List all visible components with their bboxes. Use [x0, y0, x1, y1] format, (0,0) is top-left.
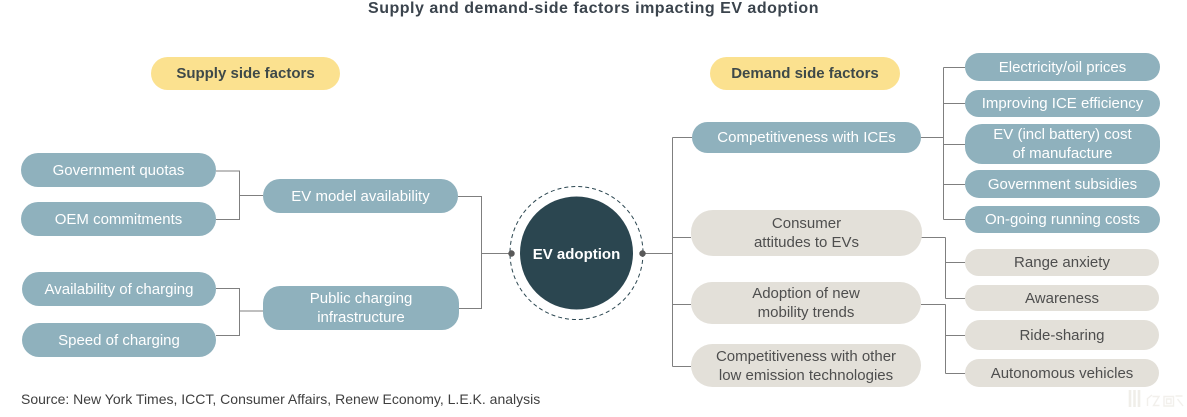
svg-text:EV adoption: EV adoption [533, 246, 621, 263]
